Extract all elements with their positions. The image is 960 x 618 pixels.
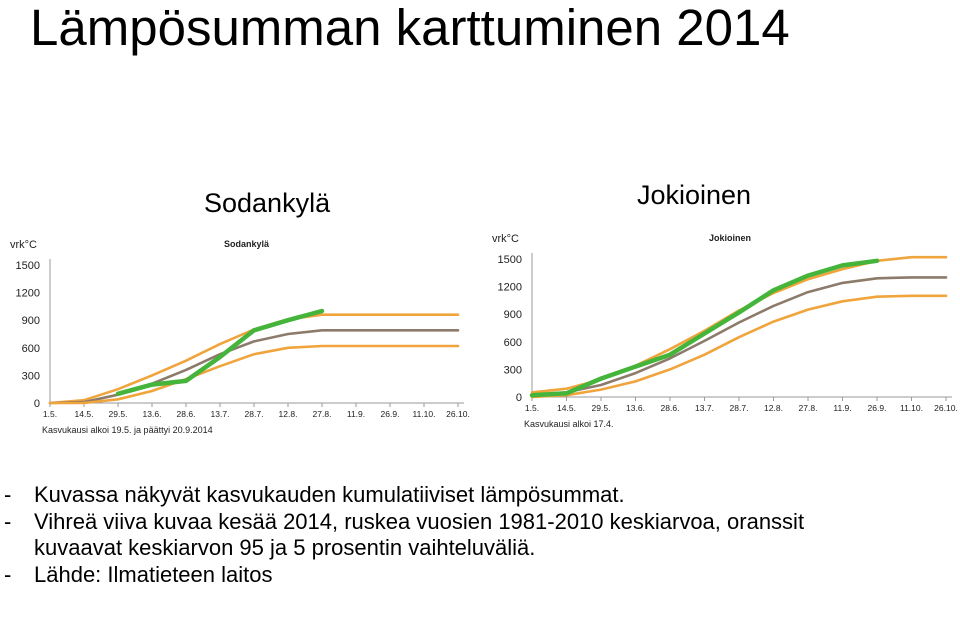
caption-sodankyla: Sodankylä	[204, 188, 331, 218]
jokioinen-x-tick-4: 28.6.	[661, 403, 680, 413]
bullet-dash: -	[4, 508, 12, 534]
jokioinen-x-tick-1: 14.5.	[557, 403, 576, 413]
sodankyla-x-tick-9: 11.9.	[347, 409, 365, 419]
jokioinen-x-tick-2: 29.5.	[592, 403, 611, 413]
chart-sodankyla: Sodankylä vrk°C 0 300 600 900 1200 1500 1.5. 14.5…	[10, 236, 470, 451]
sodankyla-y-tick-1500: 1500	[16, 260, 40, 272]
jokioinen-x-tick-12: 26.10.	[934, 403, 958, 413]
bullet-2-text: Vihreä viiva kuvaa kesää 2014, ruskea vu…	[34, 508, 805, 534]
sodankyla-series-p05	[48, 344, 460, 405]
sodankyla-x-tick-7: 12.8.	[279, 409, 298, 419]
jokioinen-y-tick-900: 900	[504, 309, 522, 321]
sodankyla-y-tick-0: 0	[34, 398, 40, 410]
jokioinen-y-tick-1500: 1500	[498, 254, 522, 266]
sodankyla-series-y2014	[115, 308, 325, 397]
jokioinen-series-p05	[530, 294, 948, 399]
sodankyla-series-p95	[48, 313, 460, 405]
sodankyla-x-tick-0: 1.5.	[43, 409, 57, 419]
jokioinen-x-tick-0: 1.5.	[525, 403, 539, 413]
sodankyla-y-tick-1200: 1200	[16, 288, 40, 300]
sodankyla-x-tick-1: 14.5.	[75, 409, 94, 419]
sodankyla-x-tick-11: 11.10.	[412, 409, 435, 419]
sodankyla-y-tick-600: 600	[22, 343, 40, 355]
chart-sodankyla-svg: Sodankylä vrk°C 0 300 600 900 1200 1500 1.5. 14.5…	[10, 239, 470, 435]
sodankyla-season-note: Kasvukausi alkoi 19.5. ja päättyi 20.9.2…	[42, 425, 213, 435]
sodankyla-x-tick-5: 13.7.	[211, 409, 230, 419]
bullet-dash: -	[4, 561, 12, 587]
bullet-dash: -	[4, 482, 12, 507]
jokioinen-chart-title: Jokioinen	[709, 233, 751, 243]
sodankyla-y-unit: vrk°C	[10, 239, 37, 251]
jokioinen-x-tick-7: 12.8.	[764, 403, 783, 413]
sodankyla-x-tick-4: 28.6.	[177, 409, 196, 419]
sodankyla-x-tick-2: 29.5.	[109, 409, 128, 419]
jokioinen-y-unit: vrk°C	[492, 233, 519, 245]
chart-jokioinen-svg: Jokioinen vrk°C 0 300 600 900 1200 1500 1.5. 14.5…	[492, 233, 958, 429]
bullet-1: - Kuvassa näkyvät kasvukauden kumulatiivi…	[0, 482, 960, 509]
jokioinen-x-tick-10: 26.9.	[868, 403, 887, 413]
bullet-2-cont: kuvaavat keskiarvon 95 ja 5 prosentin va…	[0, 535, 960, 562]
jokioinen-x-tick-11: 11.10.	[900, 403, 923, 413]
sodankyla-chart-title: Sodankylä	[224, 239, 270, 249]
jokioinen-season-note: Kasvukausi alkoi 17.4.	[524, 419, 614, 429]
jokioinen-y-tick-1200: 1200	[498, 282, 522, 294]
jokioinen-x-tick-9: 11.9.	[833, 403, 851, 413]
chart-jokioinen: Jokioinen vrk°C 0 300 600 900 1200 1500 1.5. 14.5…	[492, 230, 960, 445]
jokioinen-x-tick-8: 27.8.	[799, 403, 818, 413]
bullet-2: - Vihreä viiva kuvaa kesää 2014, ruskea v…	[0, 509, 960, 536]
jokioinen-y-tick-300: 300	[504, 364, 522, 376]
sodankyla-x-tick-12: 26.10.	[446, 409, 470, 419]
bullet-list: - Kuvassa näkyvät kasvukauden kumulatiivi…	[0, 482, 960, 588]
jokioinen-x-tick-6: 28.7.	[730, 403, 749, 413]
sodankyla-y-tick-300: 300	[22, 370, 40, 382]
jokioinen-y-tick-0: 0	[516, 392, 522, 404]
bullet-3-text: Lähde: Ilmatieteen laitos	[34, 561, 273, 587]
sodankyla-x-tick-6: 28.7.	[245, 409, 264, 419]
sodankyla-x-tick-10: 26.9.	[381, 409, 400, 419]
jokioinen-x-tick-3: 13.6.	[626, 403, 645, 413]
page-title: Lämpösumman karttuminen 2014	[30, 0, 790, 56]
jokioinen-series-mean	[530, 276, 948, 397]
bullet-3: - Lähde: Ilmatieteen laitos	[0, 562, 960, 589]
jokioinen-y-tick-600: 600	[504, 337, 522, 349]
jokioinen-series-y2014	[529, 258, 880, 398]
sodankyla-x-tick-8: 27.8.	[313, 409, 332, 419]
jokioinen-x-tick-5: 13.7.	[695, 403, 714, 413]
sodankyla-x-tick-3: 13.6.	[143, 409, 162, 419]
bullet-1-text: Kuvassa näkyvät kasvukauden kumulatiivis…	[34, 482, 625, 507]
bullet-2-cont-text: kuvaavat keskiarvon 95 ja 5 prosentin va…	[34, 535, 536, 560]
sodankyla-y-tick-900: 900	[22, 315, 40, 327]
caption-jokioinen: Jokioinen	[637, 180, 752, 210]
